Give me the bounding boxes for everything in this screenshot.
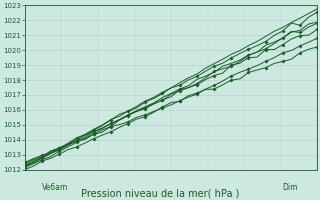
Text: Dim: Dim [282,183,298,192]
Text: Ve6am: Ve6am [42,183,68,192]
Text: Pression niveau de la mer( hPa ): Pression niveau de la mer( hPa ) [81,188,239,198]
